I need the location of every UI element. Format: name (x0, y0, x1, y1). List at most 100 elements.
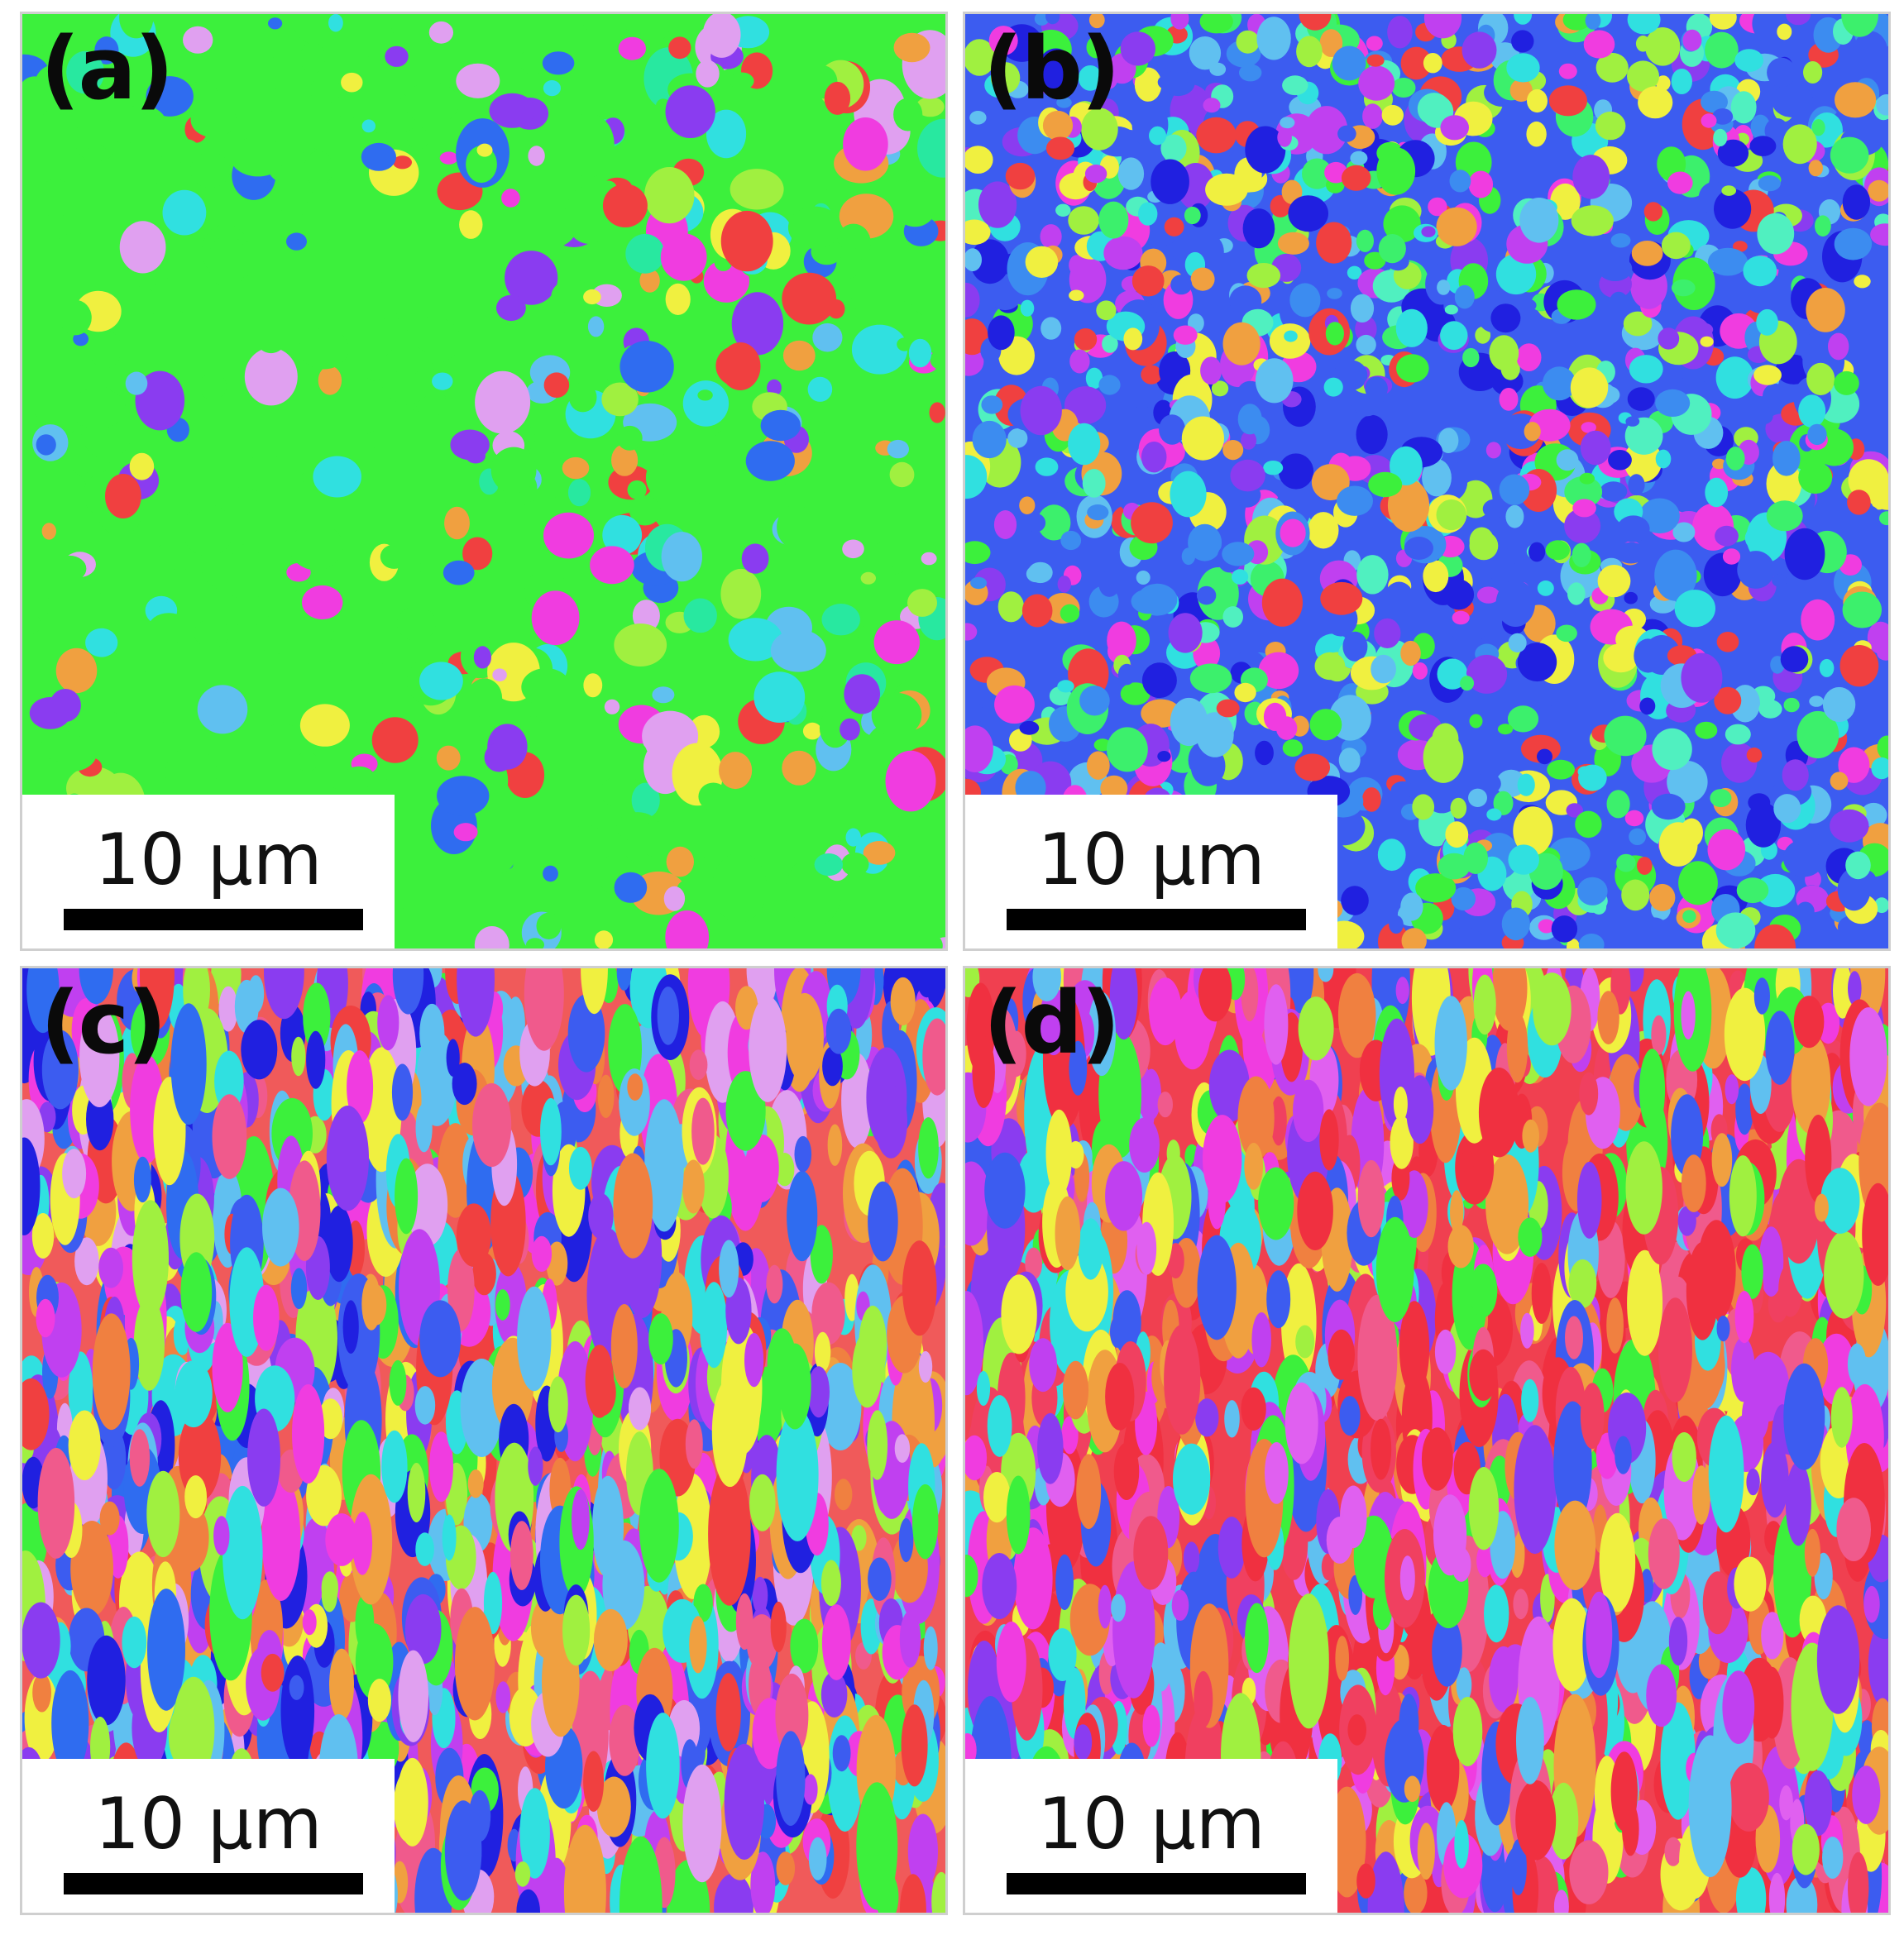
scale-bar-a (64, 909, 363, 930)
grain (1098, 570, 1121, 597)
grain (241, 1020, 278, 1080)
grain (639, 1469, 679, 1583)
grain (893, 98, 923, 131)
grain (1717, 139, 1749, 167)
grain (1160, 134, 1187, 163)
grain (1660, 1702, 1696, 1820)
grain (1635, 36, 1651, 52)
grain (1302, 158, 1332, 189)
grain (1280, 518, 1306, 547)
grain (26, 968, 60, 1034)
grain (1651, 793, 1686, 820)
grain (808, 1837, 827, 1880)
grain (1138, 202, 1158, 226)
grain (1538, 919, 1555, 934)
grain (840, 718, 860, 741)
scale-bar-text-a: 10 µm (94, 819, 323, 901)
grain (1753, 408, 1773, 425)
grain (524, 715, 543, 737)
grain (1746, 748, 1763, 763)
grain (988, 26, 1018, 56)
grain (1701, 90, 1728, 113)
grain (1516, 1697, 1544, 1784)
grain (1780, 646, 1809, 673)
grain (415, 1103, 433, 1153)
grain (752, 1576, 768, 1615)
grain (899, 1610, 921, 1668)
grain (1466, 654, 1508, 694)
grain (1423, 732, 1464, 783)
grain (1700, 336, 1714, 347)
grain (1029, 1338, 1057, 1393)
grain (1258, 1167, 1294, 1240)
grain (1495, 580, 1535, 627)
grain (1341, 886, 1369, 915)
grain (1572, 499, 1596, 518)
grain (1721, 185, 1736, 196)
grain (125, 371, 148, 395)
grain (965, 282, 980, 318)
grain (1629, 828, 1646, 845)
grain (1468, 1467, 1500, 1550)
grain (1830, 136, 1869, 174)
grain (447, 1249, 475, 1331)
grain (41, 523, 56, 540)
grain (990, 62, 1021, 94)
grain (1648, 1518, 1680, 1589)
grain (548, 1376, 568, 1433)
grain (1824, 1230, 1864, 1319)
grain (1476, 605, 1502, 637)
grain (1847, 490, 1871, 515)
grain (1227, 387, 1242, 407)
grain (1688, 1735, 1732, 1878)
grain (1548, 1782, 1579, 1860)
grain (1484, 1584, 1509, 1643)
grain (583, 673, 603, 698)
grain (1432, 1614, 1462, 1687)
grain (1708, 247, 1748, 276)
grain (412, 370, 435, 389)
grain (660, 644, 686, 672)
grain (436, 745, 461, 771)
grain (965, 1435, 988, 1481)
grain (1164, 217, 1184, 236)
grain (1514, 14, 1533, 25)
grain (1598, 256, 1633, 281)
grain (89, 330, 122, 369)
grain (247, 975, 265, 1013)
grain (1639, 498, 1680, 534)
grain (746, 1614, 777, 1670)
grain (1499, 388, 1519, 411)
grain (965, 219, 991, 246)
grain (1048, 1628, 1077, 1681)
ebsd-map-panel-b: (b) 10 µm (963, 12, 1891, 951)
grain (1490, 303, 1521, 333)
grain (1489, 335, 1519, 370)
grain (452, 1063, 477, 1106)
grain (1712, 108, 1734, 125)
grain (280, 1656, 315, 1766)
grain (1714, 686, 1742, 714)
grain (1222, 440, 1244, 461)
grain (309, 77, 342, 103)
grain (172, 139, 201, 164)
grain (407, 1163, 448, 1247)
grain (1667, 171, 1693, 194)
grain (1646, 1664, 1677, 1727)
grain (1643, 202, 1663, 222)
grain (519, 1788, 550, 1879)
grain (1415, 873, 1457, 903)
grain (1606, 1297, 1624, 1354)
grain (1151, 159, 1189, 204)
grain-orientation-map-b (965, 14, 1888, 948)
grain (396, 445, 419, 474)
grain (668, 36, 691, 60)
grain (1406, 1075, 1434, 1144)
grain (841, 853, 869, 877)
grain (993, 510, 1017, 539)
grain (1189, 663, 1232, 694)
grain (1734, 1556, 1767, 1612)
grain (1585, 14, 1601, 30)
grain (1195, 1398, 1219, 1437)
grain (92, 1313, 131, 1431)
